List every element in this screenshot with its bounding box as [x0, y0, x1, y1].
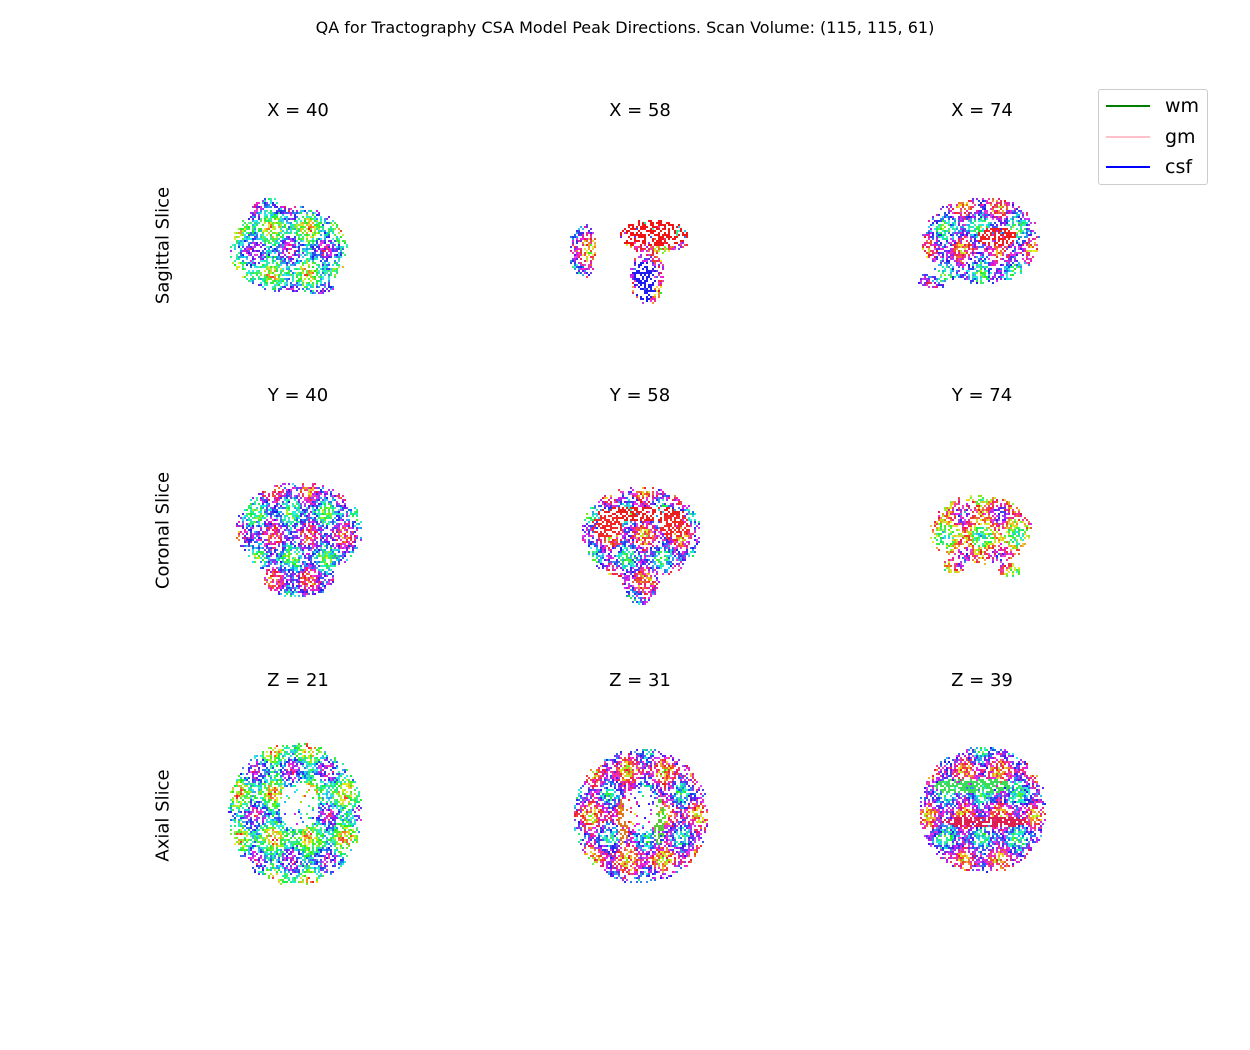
legend-item-gm: gm — [1099, 125, 1207, 149]
panel-title-coronal-3: Y = 74 — [951, 385, 1013, 406]
figure-title: QA for Tractography CSA Model Peak Direc… — [315, 18, 935, 37]
axial-slice-image-3 — [892, 725, 1072, 905]
sagittal-slice-image-2 — [550, 160, 730, 340]
row-label-sagittal: Sagittal Slice — [152, 186, 174, 305]
panel-title-coronal-1: Y = 40 — [267, 385, 329, 406]
legend-item-csf: csf — [1099, 155, 1207, 179]
sagittal-slice-image-1 — [208, 160, 388, 340]
sagittal-slice-image-3 — [892, 160, 1072, 340]
coronal-slice-image-2 — [550, 445, 730, 625]
row-label-coronal: Coronal Slice — [152, 471, 174, 590]
panel-title-sagittal-3: X = 74 — [951, 100, 1013, 121]
legend-label-wm: wm — [1165, 95, 1200, 117]
axial-slice-image-1 — [208, 725, 388, 905]
coronal-slice-image-3 — [892, 445, 1072, 625]
panel-title-sagittal-2: X = 58 — [609, 100, 671, 121]
panel-title-axial-2: Z = 31 — [609, 670, 671, 691]
panel-title-coronal-2: Y = 58 — [609, 385, 671, 406]
legend-label-gm: gm — [1165, 126, 1196, 148]
legend-label-csf: csf — [1165, 156, 1193, 178]
legend-swatch-csf — [1106, 166, 1150, 168]
panel-title-sagittal-1: X = 40 — [267, 100, 329, 121]
axial-slice-image-2 — [550, 725, 730, 905]
legend-swatch-wm — [1106, 105, 1150, 107]
legend: wm gm csf — [1098, 89, 1208, 185]
panel-title-axial-3: Z = 39 — [951, 670, 1013, 691]
panel-title-axial-1: Z = 21 — [267, 670, 329, 691]
legend-item-wm: wm — [1099, 94, 1207, 118]
legend-swatch-gm — [1106, 136, 1150, 138]
coronal-slice-image-1 — [208, 445, 388, 625]
row-label-axial: Axial Slice — [152, 769, 174, 862]
